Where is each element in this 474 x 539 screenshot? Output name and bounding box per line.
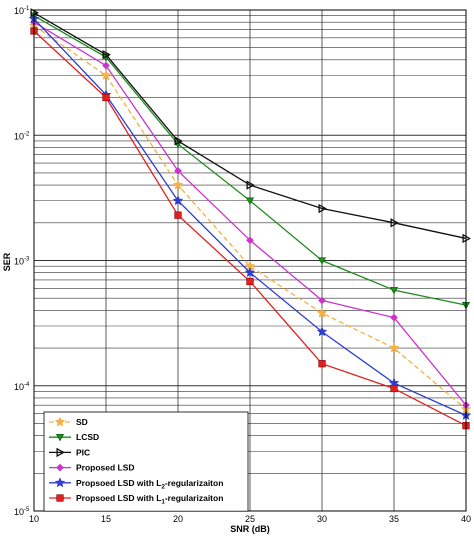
y-tick-labels: 10-5 10-4 10-3 10-2 10-1	[14, 6, 30, 517]
data-point	[316, 307, 328, 318]
x-tick-label: 30	[317, 514, 327, 524]
legend-box	[43, 411, 249, 512]
legend-item: Propsoed LSD with L1-regularizaiton	[49, 493, 223, 506]
y-tick-label: 10-2	[14, 131, 30, 141]
y-tick-label: 10-5	[14, 507, 30, 517]
data-point	[174, 211, 182, 219]
data-point	[174, 166, 182, 175]
legend-item: SD	[49, 416, 88, 427]
legend-marker	[56, 494, 64, 502]
data-point	[390, 384, 398, 393]
legend-marker	[54, 477, 66, 488]
x-tick-label: 20	[173, 514, 183, 524]
legend-label: LCSD	[76, 432, 99, 442]
data-point	[245, 197, 255, 205]
y-tick-label: 10-3	[14, 257, 30, 267]
legend-label: SD	[76, 417, 88, 427]
data-point	[318, 296, 326, 305]
data-point	[174, 136, 183, 146]
y-tick-label: 10-4	[14, 382, 30, 392]
data-point	[246, 277, 254, 286]
legend-label: PIC	[76, 447, 90, 457]
x-tick-label: 35	[389, 514, 399, 524]
data-point	[388, 342, 400, 353]
data-point	[390, 313, 398, 322]
data-point	[318, 203, 327, 214]
data-point	[317, 257, 327, 265]
x-tick-label: 25	[245, 514, 255, 524]
data-point	[172, 195, 184, 206]
legend-label: Propsoed LSD with L2-regularizaiton	[76, 478, 223, 491]
data-point	[102, 61, 110, 70]
legend-marker	[56, 447, 65, 458]
data-point	[102, 93, 110, 102]
legend-label: Proposed LSD	[76, 463, 135, 473]
data-point	[244, 266, 256, 278]
y-axis-label: SER	[2, 252, 12, 271]
y-tick-label: 10-1	[14, 6, 30, 16]
data-point	[172, 179, 184, 190]
x-tick-label: 40	[461, 514, 471, 524]
data-point	[100, 69, 112, 81]
series-layer	[28, 8, 472, 430]
legend-marker	[55, 434, 65, 442]
x-tick-label: 15	[101, 514, 111, 524]
data-point	[390, 218, 399, 228]
data-point	[316, 326, 328, 337]
legend-item: Proposed LSD	[49, 463, 135, 473]
x-tick-labels: 10 15 20 25 30 35 40	[29, 514, 471, 524]
data-point	[318, 360, 326, 368]
legend-marker	[56, 463, 64, 472]
legend-item: Propsoed LSD with L2-regularizaiton	[49, 477, 223, 491]
data-point	[246, 236, 254, 245]
x-tick-label: 10	[29, 514, 39, 524]
legend-item: LCSD	[49, 432, 99, 442]
legend: SD LCSD PIC Proposed LSD Propsoed LSD with L…	[43, 411, 249, 512]
legend-label: Propsoed LSD with L1-regularizaiton	[76, 493, 223, 506]
series-line	[33, 12, 467, 240]
data-point	[389, 286, 399, 295]
legend-item: PIC	[49, 447, 90, 457]
plot-frame	[33, 9, 467, 512]
x-axis-label: SNR (dB)	[230, 524, 270, 534]
data-point	[102, 49, 111, 60]
data-point	[246, 180, 255, 190]
legend-marker	[54, 416, 66, 427]
